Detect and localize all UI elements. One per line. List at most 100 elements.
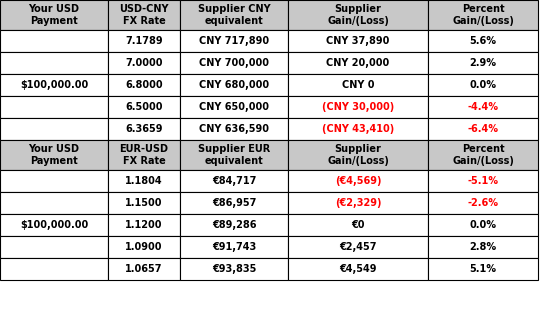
Bar	[428, 170, 538, 192]
Text: Supplier
Gain/(Loss): Supplier Gain/(Loss)	[327, 144, 389, 166]
Bar	[180, 30, 288, 52]
Bar	[108, 96, 180, 118]
Bar	[288, 258, 428, 280]
Bar	[0, 96, 108, 118]
Text: -2.6%: -2.6%	[468, 198, 498, 208]
Bar	[0, 140, 108, 170]
Text: -5.1%: -5.1%	[468, 176, 498, 186]
Text: (CNY 30,000): (CNY 30,000)	[322, 102, 394, 112]
Bar	[288, 0, 428, 30]
Bar	[108, 30, 180, 52]
Text: (CNY 43,410): (CNY 43,410)	[322, 124, 394, 134]
Bar	[180, 192, 288, 214]
Bar	[288, 170, 428, 192]
Bar	[0, 214, 108, 236]
Text: $100,000.00: $100,000.00	[20, 80, 88, 90]
Text: CNY 37,890: CNY 37,890	[326, 36, 390, 46]
Text: Percent
Gain/(Loss): Percent Gain/(Loss)	[452, 144, 514, 166]
Bar	[180, 140, 288, 170]
Bar	[0, 30, 108, 52]
Bar	[0, 0, 108, 30]
Bar	[108, 192, 180, 214]
Text: -6.4%: -6.4%	[468, 124, 498, 134]
Text: 1.0900: 1.0900	[125, 242, 163, 252]
Text: 1.1804: 1.1804	[125, 176, 163, 186]
Bar	[180, 214, 288, 236]
Bar	[0, 192, 108, 214]
Bar	[428, 192, 538, 214]
Text: CNY 680,000: CNY 680,000	[199, 80, 269, 90]
Text: CNY 717,890: CNY 717,890	[199, 36, 269, 46]
Bar	[428, 140, 538, 170]
Bar	[180, 118, 288, 140]
Bar	[180, 74, 288, 96]
Text: (€4,569): (€4,569)	[335, 176, 381, 186]
Text: 2.8%: 2.8%	[470, 242, 497, 252]
Text: 7.0000: 7.0000	[125, 58, 163, 68]
Bar	[180, 52, 288, 74]
Bar	[0, 74, 108, 96]
Text: Supplier CNY
equivalent: Supplier CNY equivalent	[197, 4, 270, 26]
Bar	[428, 30, 538, 52]
Text: €89,286: €89,286	[212, 220, 256, 230]
Text: 6.3659: 6.3659	[125, 124, 163, 134]
Text: 0.0%: 0.0%	[470, 220, 497, 230]
Text: CNY 636,590: CNY 636,590	[199, 124, 269, 134]
Text: EUR-USD
FX Rate: EUR-USD FX Rate	[119, 144, 168, 166]
Bar	[428, 52, 538, 74]
Bar	[108, 0, 180, 30]
Bar	[288, 236, 428, 258]
Bar	[108, 52, 180, 74]
Bar	[288, 118, 428, 140]
Text: 2.9%: 2.9%	[470, 58, 497, 68]
Bar	[108, 214, 180, 236]
Bar	[108, 74, 180, 96]
Bar	[108, 140, 180, 170]
Text: 1.1500: 1.1500	[125, 198, 163, 208]
Bar	[0, 258, 108, 280]
Text: CNY 700,000: CNY 700,000	[199, 58, 269, 68]
Text: Your USD
Payment: Your USD Payment	[29, 4, 80, 26]
Text: 1.1200: 1.1200	[125, 220, 163, 230]
Bar	[108, 170, 180, 192]
Text: 5.1%: 5.1%	[470, 264, 497, 274]
Bar	[288, 52, 428, 74]
Bar	[108, 118, 180, 140]
Bar	[288, 214, 428, 236]
Text: €0: €0	[351, 220, 365, 230]
Text: €2,457: €2,457	[339, 242, 377, 252]
Bar	[428, 96, 538, 118]
Bar	[108, 258, 180, 280]
Bar	[180, 0, 288, 30]
Bar	[108, 236, 180, 258]
Text: Supplier EUR
equivalent: Supplier EUR equivalent	[198, 144, 270, 166]
Text: €86,957: €86,957	[212, 198, 256, 208]
Bar	[288, 192, 428, 214]
Text: (€2,329): (€2,329)	[335, 198, 381, 208]
Bar	[180, 96, 288, 118]
Text: 6.5000: 6.5000	[125, 102, 163, 112]
Bar	[0, 170, 108, 192]
Text: -4.4%: -4.4%	[468, 102, 498, 112]
Bar	[288, 140, 428, 170]
Bar	[0, 52, 108, 74]
Bar	[288, 30, 428, 52]
Bar	[180, 258, 288, 280]
Bar	[288, 74, 428, 96]
Bar	[428, 118, 538, 140]
Bar	[180, 170, 288, 192]
Text: 7.1789: 7.1789	[125, 36, 163, 46]
Text: 5.6%: 5.6%	[470, 36, 497, 46]
Bar	[288, 96, 428, 118]
Text: CNY 0: CNY 0	[342, 80, 374, 90]
Text: €93,835: €93,835	[212, 264, 256, 274]
Bar	[0, 236, 108, 258]
Text: €84,717: €84,717	[212, 176, 256, 186]
Text: 6.8000: 6.8000	[125, 80, 163, 90]
Text: 0.0%: 0.0%	[470, 80, 497, 90]
Text: CNY 20,000: CNY 20,000	[326, 58, 389, 68]
Bar	[428, 214, 538, 236]
Text: $100,000.00: $100,000.00	[20, 220, 88, 230]
Bar	[428, 0, 538, 30]
Bar	[428, 236, 538, 258]
